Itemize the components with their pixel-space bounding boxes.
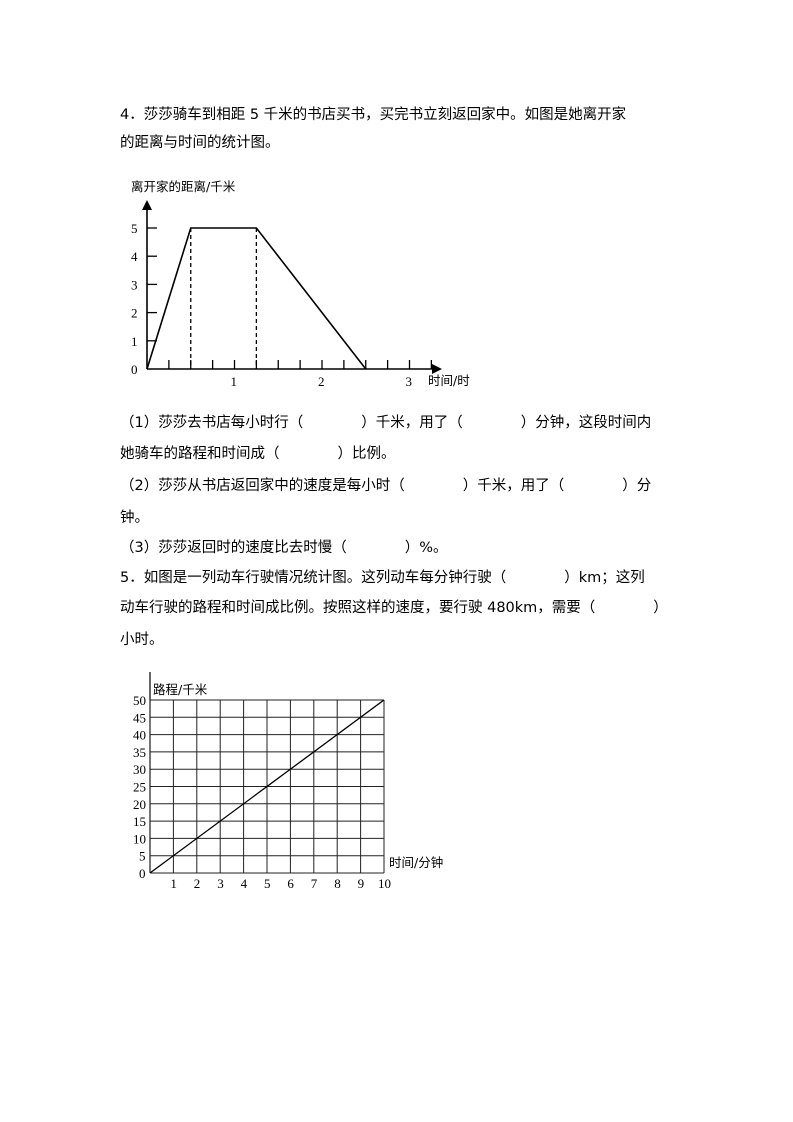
x-tick-label: 7 <box>311 876 318 891</box>
y-tick-label: 35 <box>133 745 146 760</box>
x-tick-label: 3 <box>217 876 224 891</box>
y-tick-label: 30 <box>133 762 146 777</box>
question-2: （2）莎莎从书店返回家中的速度是每小时（ ）千米，用了（ ）分 <box>120 478 652 494</box>
x-tick-label: 2 <box>194 876 201 891</box>
problem-4-text: 4．莎莎骑车到相距 5 千米的书店买书，买完书立刻返回家中。如图是她离开家 <box>120 107 627 123</box>
problem-5-text: 小时。 <box>120 632 164 648</box>
problem-5-text: 动车行驶的路程和时间成比例。按照这样的速度，要行驶 480km，需要（ ） <box>120 600 668 616</box>
x-tick-label: 5 <box>264 876 271 891</box>
x-tick-label: 1 <box>231 374 238 389</box>
problem-4-text: 的距离与时间的统计图。 <box>120 135 280 151</box>
x-tick-label: 10 <box>378 876 391 891</box>
y-tick-label: 2 <box>131 306 138 321</box>
y-tick-label: 15 <box>133 814 146 829</box>
question-2-cont: 钟。 <box>120 510 149 526</box>
y-tick-label: 1 <box>131 334 138 349</box>
x-axis-label: 时间/分钟 <box>389 855 443 870</box>
question-1-cont: 她骑车的路程和时间成（ ）比例。 <box>120 446 396 462</box>
y-tick-label: 5 <box>131 221 138 236</box>
y-tick-label: 5 <box>139 849 146 864</box>
y-tick-label: 3 <box>131 277 138 292</box>
y-tick-label: 45 <box>133 710 146 725</box>
y-tick-label: 20 <box>133 797 146 812</box>
question-3: （3）莎莎返回时的速度比去时慢（ ）%。 <box>120 540 448 556</box>
x-tick-label: 9 <box>358 876 365 891</box>
problem-5-text: 5．如图是一列动车行驶情况统计图。这列动车每分钟行驶（ ）km；这列 <box>120 570 645 586</box>
y-axis-label: 离开家的距离/千米 <box>131 179 236 194</box>
y-tick-label: 25 <box>133 780 146 795</box>
x-axis-arrow <box>432 364 442 374</box>
x-tick-label: 6 <box>287 876 294 891</box>
x-tick-label: 3 <box>406 374 413 389</box>
y-tick-label: 4 <box>131 249 138 264</box>
question-1: （1）莎莎去书店每小时行（ ）千米，用了（ ）分钟，这段时间内 <box>120 415 652 431</box>
y-tick-label: 50 <box>133 693 146 708</box>
x-tick-label: 4 <box>241 876 248 891</box>
distance-line <box>149 699 385 874</box>
y-tick-label: 0 <box>139 866 146 881</box>
x-tick-label: 1 <box>170 876 177 891</box>
y-tick-label: 10 <box>133 831 146 846</box>
x-tick-label: 2 <box>318 374 325 389</box>
x-axis-label: 时间/时 <box>428 373 470 388</box>
y-tick-label: 0 <box>131 362 138 377</box>
x-tick-label: 8 <box>334 876 341 891</box>
y-axis-label: 路程/千米 <box>153 682 208 697</box>
y-axis-arrow <box>142 200 152 210</box>
distance-line <box>146 227 367 370</box>
y-tick-label: 40 <box>133 728 146 743</box>
